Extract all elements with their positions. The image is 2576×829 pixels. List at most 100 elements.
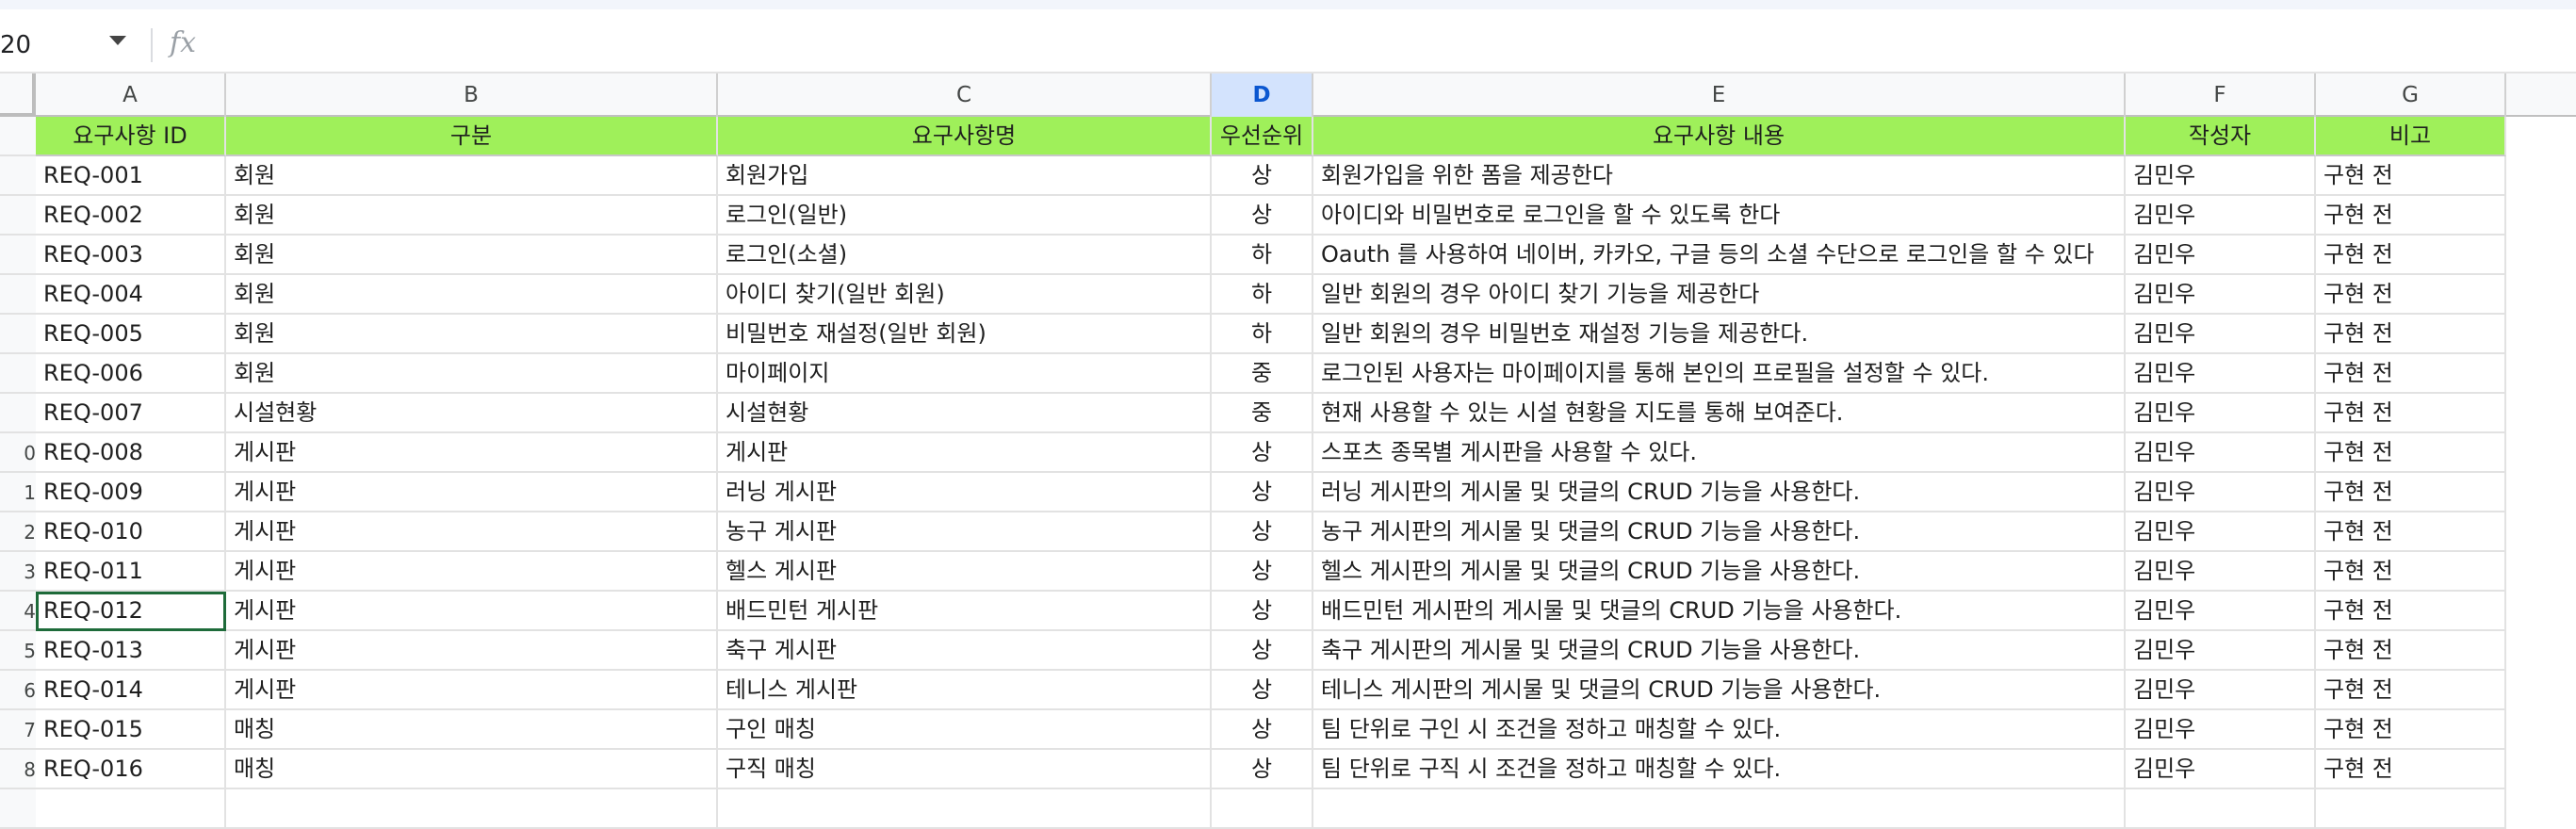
cell-c[interactable]: 로그인(일반) [718, 196, 1212, 236]
cell-a[interactable]: REQ-009 [36, 473, 226, 512]
cell-b[interactable]: 게시판 [226, 671, 718, 710]
cell-c[interactable]: 구인 매칭 [718, 710, 1212, 750]
column-header-b[interactable]: B [226, 73, 718, 117]
cell-f[interactable]: 김민우 [2126, 631, 2316, 671]
cell-c[interactable]: 구직 매칭 [718, 750, 1212, 789]
cell-c[interactable]: 축구 게시판 [718, 631, 1212, 671]
header-cell-e[interactable]: 요구사항 내용 [1313, 117, 2126, 156]
cell-b[interactable]: 회원 [226, 275, 718, 315]
cell-e[interactable]: 일반 회원의 경우 비밀번호 재설정 기능을 제공한다. [1313, 315, 2126, 354]
cell-d[interactable] [1212, 789, 1313, 829]
cell-b[interactable]: 게시판 [226, 631, 718, 671]
cell-e[interactable]: 테니스 게시판의 게시물 및 댓글의 CRUD 기능을 사용한다. [1313, 671, 2126, 710]
cell-a[interactable]: REQ-011 [36, 552, 226, 592]
row-number[interactable]: 0 [0, 433, 36, 473]
header-cell-d[interactable]: 우선순위 [1212, 117, 1313, 156]
cell-b[interactable]: 회원 [226, 156, 718, 196]
cell-a[interactable]: REQ-007 [36, 394, 226, 433]
cell-f[interactable]: 김민우 [2126, 473, 2316, 512]
cell-d[interactable]: 상 [1212, 196, 1313, 236]
cell-d[interactable]: 상 [1212, 631, 1313, 671]
cell-f[interactable]: 김민우 [2126, 552, 2316, 592]
cell-d[interactable]: 상 [1212, 433, 1313, 473]
cell-g[interactable]: 구현 전 [2316, 671, 2506, 710]
cell-c[interactable]: 로그인(소셜) [718, 236, 1212, 275]
cell-f[interactable]: 김민우 [2126, 354, 2316, 394]
cell-g[interactable]: 구현 전 [2316, 236, 2506, 275]
cell-b[interactable]: 회원 [226, 315, 718, 354]
cell-g[interactable]: 구현 전 [2316, 710, 2506, 750]
cell-c[interactable]: 비밀번호 재설정(일반 회원) [718, 315, 1212, 354]
cell-e[interactable]: 현재 사용할 수 있는 시설 현황을 지도를 통해 보여준다. [1313, 394, 2126, 433]
cell-c[interactable]: 테니스 게시판 [718, 671, 1212, 710]
cell-d[interactable]: 상 [1212, 552, 1313, 592]
row-number[interactable]: 6 [0, 671, 36, 710]
cell-c[interactable]: 농구 게시판 [718, 512, 1212, 552]
cell-e[interactable]: 농구 게시판의 게시물 및 댓글의 CRUD 기능을 사용한다. [1313, 512, 2126, 552]
cell-g[interactable]: 구현 전 [2316, 552, 2506, 592]
cell-e[interactable]: 아이디와 비밀번호로 로그인을 할 수 있도록 한다 [1313, 196, 2126, 236]
cell-a[interactable]: REQ-015 [36, 710, 226, 750]
cell-d[interactable]: 상 [1212, 592, 1313, 631]
column-header-e[interactable]: E [1313, 73, 2126, 117]
row-number[interactable] [0, 789, 36, 829]
cell-b[interactable]: 게시판 [226, 473, 718, 512]
column-header-f[interactable]: F [2126, 73, 2316, 117]
cell-d[interactable]: 하 [1212, 275, 1313, 315]
cell-e[interactable] [1313, 789, 2126, 829]
header-cell-c[interactable]: 요구사항명 [718, 117, 1212, 156]
cell-g[interactable]: 구현 전 [2316, 196, 2506, 236]
cell-e[interactable]: 헬스 게시판의 게시물 및 댓글의 CRUD 기능을 사용한다. [1313, 552, 2126, 592]
row-number[interactable] [0, 315, 36, 354]
cell-d[interactable]: 상 [1212, 512, 1313, 552]
cell-b[interactable]: 게시판 [226, 592, 718, 631]
cell-c[interactable]: 마이페이지 [718, 354, 1212, 394]
cell-a[interactable]: REQ-016 [36, 750, 226, 789]
cell-a[interactable]: REQ-010 [36, 512, 226, 552]
cell-c[interactable]: 게시판 [718, 433, 1212, 473]
cell-b[interactable]: 시설현황 [226, 394, 718, 433]
cell-c[interactable]: 러닝 게시판 [718, 473, 1212, 512]
row-number[interactable] [0, 394, 36, 433]
row-number[interactable] [0, 236, 36, 275]
cell-e[interactable]: 팀 단위로 구직 시 조건을 정하고 매칭할 수 있다. [1313, 750, 2126, 789]
cell-b[interactable]: 회원 [226, 236, 718, 275]
cell-g[interactable]: 구현 전 [2316, 473, 2506, 512]
cell-a[interactable]: REQ-014 [36, 671, 226, 710]
cell-e[interactable]: Oauth 를 사용하여 네이버, 카카오, 구글 등의 소셜 수단으로 로그인… [1313, 236, 2126, 275]
cell-d[interactable]: 중 [1212, 394, 1313, 433]
name-box-dropdown-icon[interactable] [109, 36, 126, 45]
cell-a[interactable]: REQ-012 [36, 592, 226, 631]
cell-a[interactable]: REQ-001 [36, 156, 226, 196]
row-number[interactable]: 8 [0, 750, 36, 789]
cell-g[interactable]: 구현 전 [2316, 512, 2506, 552]
cell-f[interactable]: 김민우 [2126, 196, 2316, 236]
cell-b[interactable]: 게시판 [226, 512, 718, 552]
cell-d[interactable]: 중 [1212, 354, 1313, 394]
cell-c[interactable]: 배드민턴 게시판 [718, 592, 1212, 631]
cell-e[interactable]: 러닝 게시판의 게시물 및 댓글의 CRUD 기능을 사용한다. [1313, 473, 2126, 512]
header-cell-f[interactable]: 작성자 [2126, 117, 2316, 156]
cell-b[interactable]: 매칭 [226, 710, 718, 750]
row-number[interactable] [0, 275, 36, 315]
cell-f[interactable]: 김민우 [2126, 592, 2316, 631]
cell-f[interactable] [2126, 789, 2316, 829]
row-number[interactable]: 3 [0, 552, 36, 592]
row-number[interactable] [0, 196, 36, 236]
header-cell-b[interactable]: 구분 [226, 117, 718, 156]
cell-g[interactable]: 구현 전 [2316, 631, 2506, 671]
column-header-a[interactable]: A [36, 73, 226, 117]
cell-c[interactable]: 시설현황 [718, 394, 1212, 433]
cell-e[interactable]: 로그인된 사용자는 마이페이지를 통해 본인의 프로필을 설정할 수 있다. [1313, 354, 2126, 394]
cell-a[interactable] [36, 789, 226, 829]
cell-f[interactable]: 김민우 [2126, 275, 2316, 315]
cell-d[interactable]: 하 [1212, 236, 1313, 275]
row-number[interactable]: 4 [0, 592, 36, 631]
cell-b[interactable] [226, 789, 718, 829]
cell-g[interactable]: 구현 전 [2316, 315, 2506, 354]
cell-d[interactable]: 하 [1212, 315, 1313, 354]
cell-g[interactable]: 구현 전 [2316, 750, 2506, 789]
cell-a[interactable]: REQ-003 [36, 236, 226, 275]
cell-a[interactable]: REQ-006 [36, 354, 226, 394]
name-box[interactable]: 20 [0, 31, 32, 59]
